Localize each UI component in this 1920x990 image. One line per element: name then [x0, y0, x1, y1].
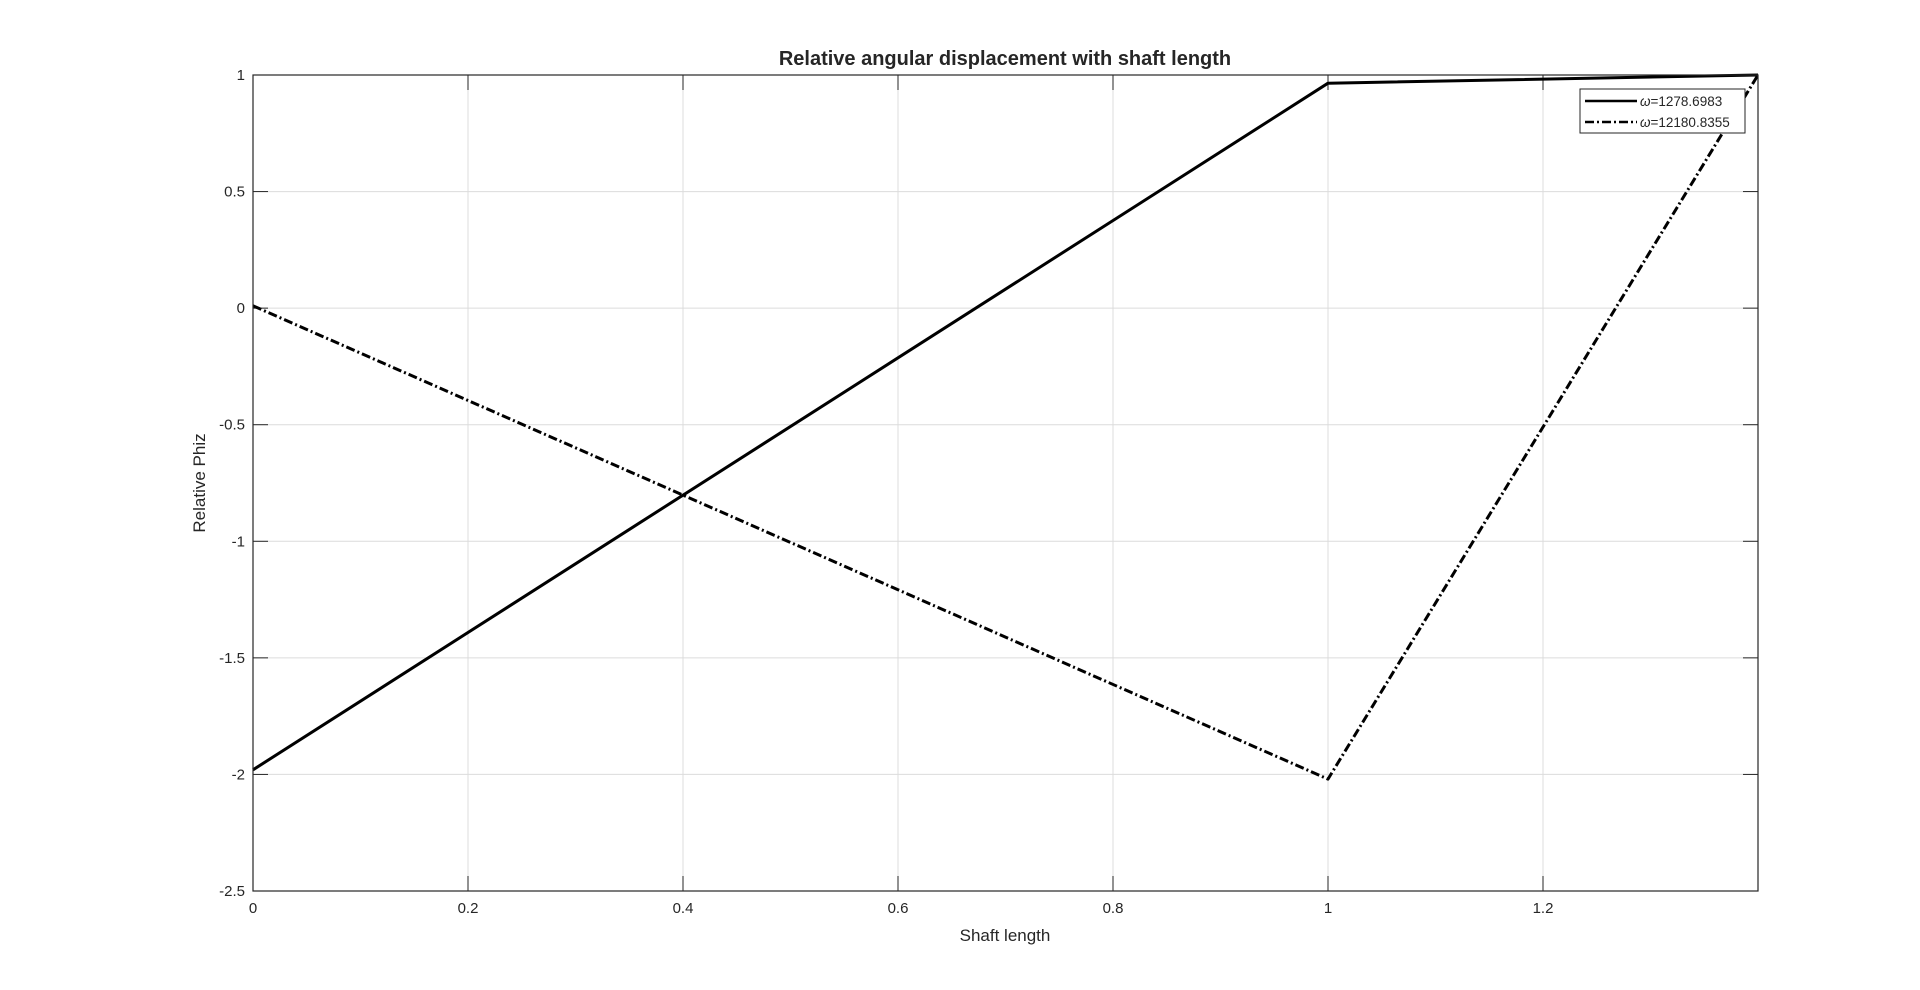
legend-value-series-2: =12180.8355 [1651, 115, 1730, 130]
y-tick-label: 0.5 [224, 184, 245, 201]
series-lines [252, 73, 1760, 781]
legend-box [1579, 88, 1746, 134]
y-tick-label: 0 [237, 300, 245, 317]
plot-border [252, 74, 1759, 892]
legend-value-series-1: =1278.6983 [1651, 94, 1723, 109]
x-tick-label: 0 [249, 900, 257, 917]
legend-label-series-2: ω=12180.8355 [1640, 115, 1730, 130]
x-tick-label: 1.2 [1533, 900, 1554, 917]
x-axis-label: Shaft length [960, 926, 1051, 945]
legend: ω=1278.6983 ω=12180.8355 [1579, 88, 1746, 134]
legend-symbol-series-2: ω [1640, 115, 1651, 130]
y-tick-label: 1 [237, 67, 245, 84]
series-line-2 [252, 74, 1760, 781]
y-tick-label: -2.5 [219, 883, 245, 900]
chart-title: Relative angular displacement with shaft… [779, 48, 1231, 70]
plot-area [253, 75, 1758, 891]
series-line-1 [252, 73, 1759, 772]
x-tick-label: 1 [1324, 900, 1332, 917]
x-tick-label: 0.2 [458, 900, 479, 917]
y-axis-label: Relative Phiz [190, 433, 209, 532]
y-tick-label: -0.5 [219, 417, 245, 434]
y-tick-labels: -2.5 -2 -1.5 -1 -0.5 0 0.5 1 [219, 67, 245, 900]
x-tick-label: 0.4 [673, 900, 694, 917]
y-tick-label: -1 [232, 533, 245, 550]
x-tick-labels: 0 0.2 0.4 0.6 0.8 1 1.2 [249, 900, 1554, 917]
legend-label-series-1: ω=1278.6983 [1640, 94, 1722, 109]
y-tick-label: -1.5 [219, 650, 245, 667]
legend-symbol-series-1: ω [1640, 94, 1651, 109]
y-tick-label: -2 [232, 766, 245, 783]
x-tick-label: 0.8 [1103, 900, 1124, 917]
x-tick-label: 0.6 [888, 900, 909, 917]
